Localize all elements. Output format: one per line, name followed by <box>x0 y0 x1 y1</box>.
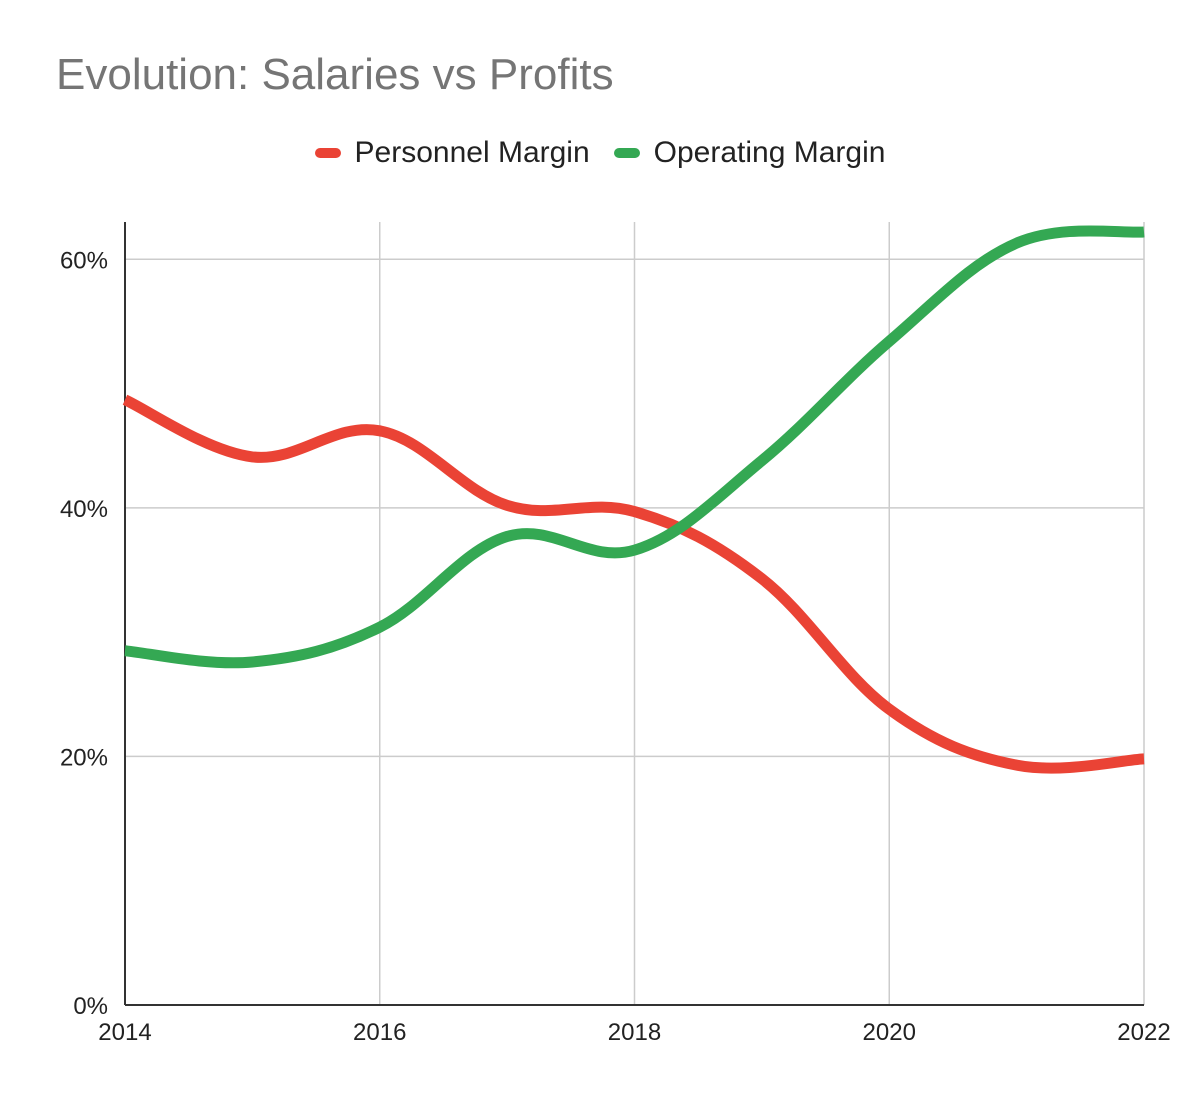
y-tick-label-40pct: 40% <box>60 496 108 523</box>
x-tick-label-2016: 2016 <box>353 1019 406 1046</box>
series-line-operating-margin <box>124 225 1145 669</box>
legend-item-personnel-margin[interactable]: Personnel Margin <box>314 136 590 170</box>
legend-item-operating-margin[interactable]: Operating Margin <box>613 136 886 170</box>
tick-labels: 2014 2016 2018 2020 2022 0% 20% 40% 60% <box>60 247 1171 1046</box>
legend-label-operating-margin: Operating Margin <box>653 136 886 169</box>
series-lines <box>122 225 1145 774</box>
chart-title: Evolution: Salaries vs Profits <box>56 50 614 99</box>
legend-swatch-personnel-margin <box>314 148 341 158</box>
y-tick-label-60pct: 60% <box>60 247 108 274</box>
y-tick-label-0pct: 0% <box>73 993 108 1020</box>
axes <box>124 222 1144 1006</box>
x-tick-label-2020: 2020 <box>863 1019 916 1046</box>
x-tick-label-2022: 2022 <box>1117 1019 1170 1046</box>
x-tick-label-2018: 2018 <box>608 1019 661 1046</box>
x-tick-label-2014: 2014 <box>98 1019 151 1046</box>
y-tick-label-20pct: 20% <box>60 744 108 771</box>
legend: Personnel Margin Operating Margin <box>0 136 1200 170</box>
legend-label-personnel-margin: Personnel Margin <box>354 136 590 169</box>
legend-swatch-operating-margin <box>613 148 640 158</box>
series-line-personnel-margin <box>122 394 1145 774</box>
gridlines <box>125 222 1145 1005</box>
